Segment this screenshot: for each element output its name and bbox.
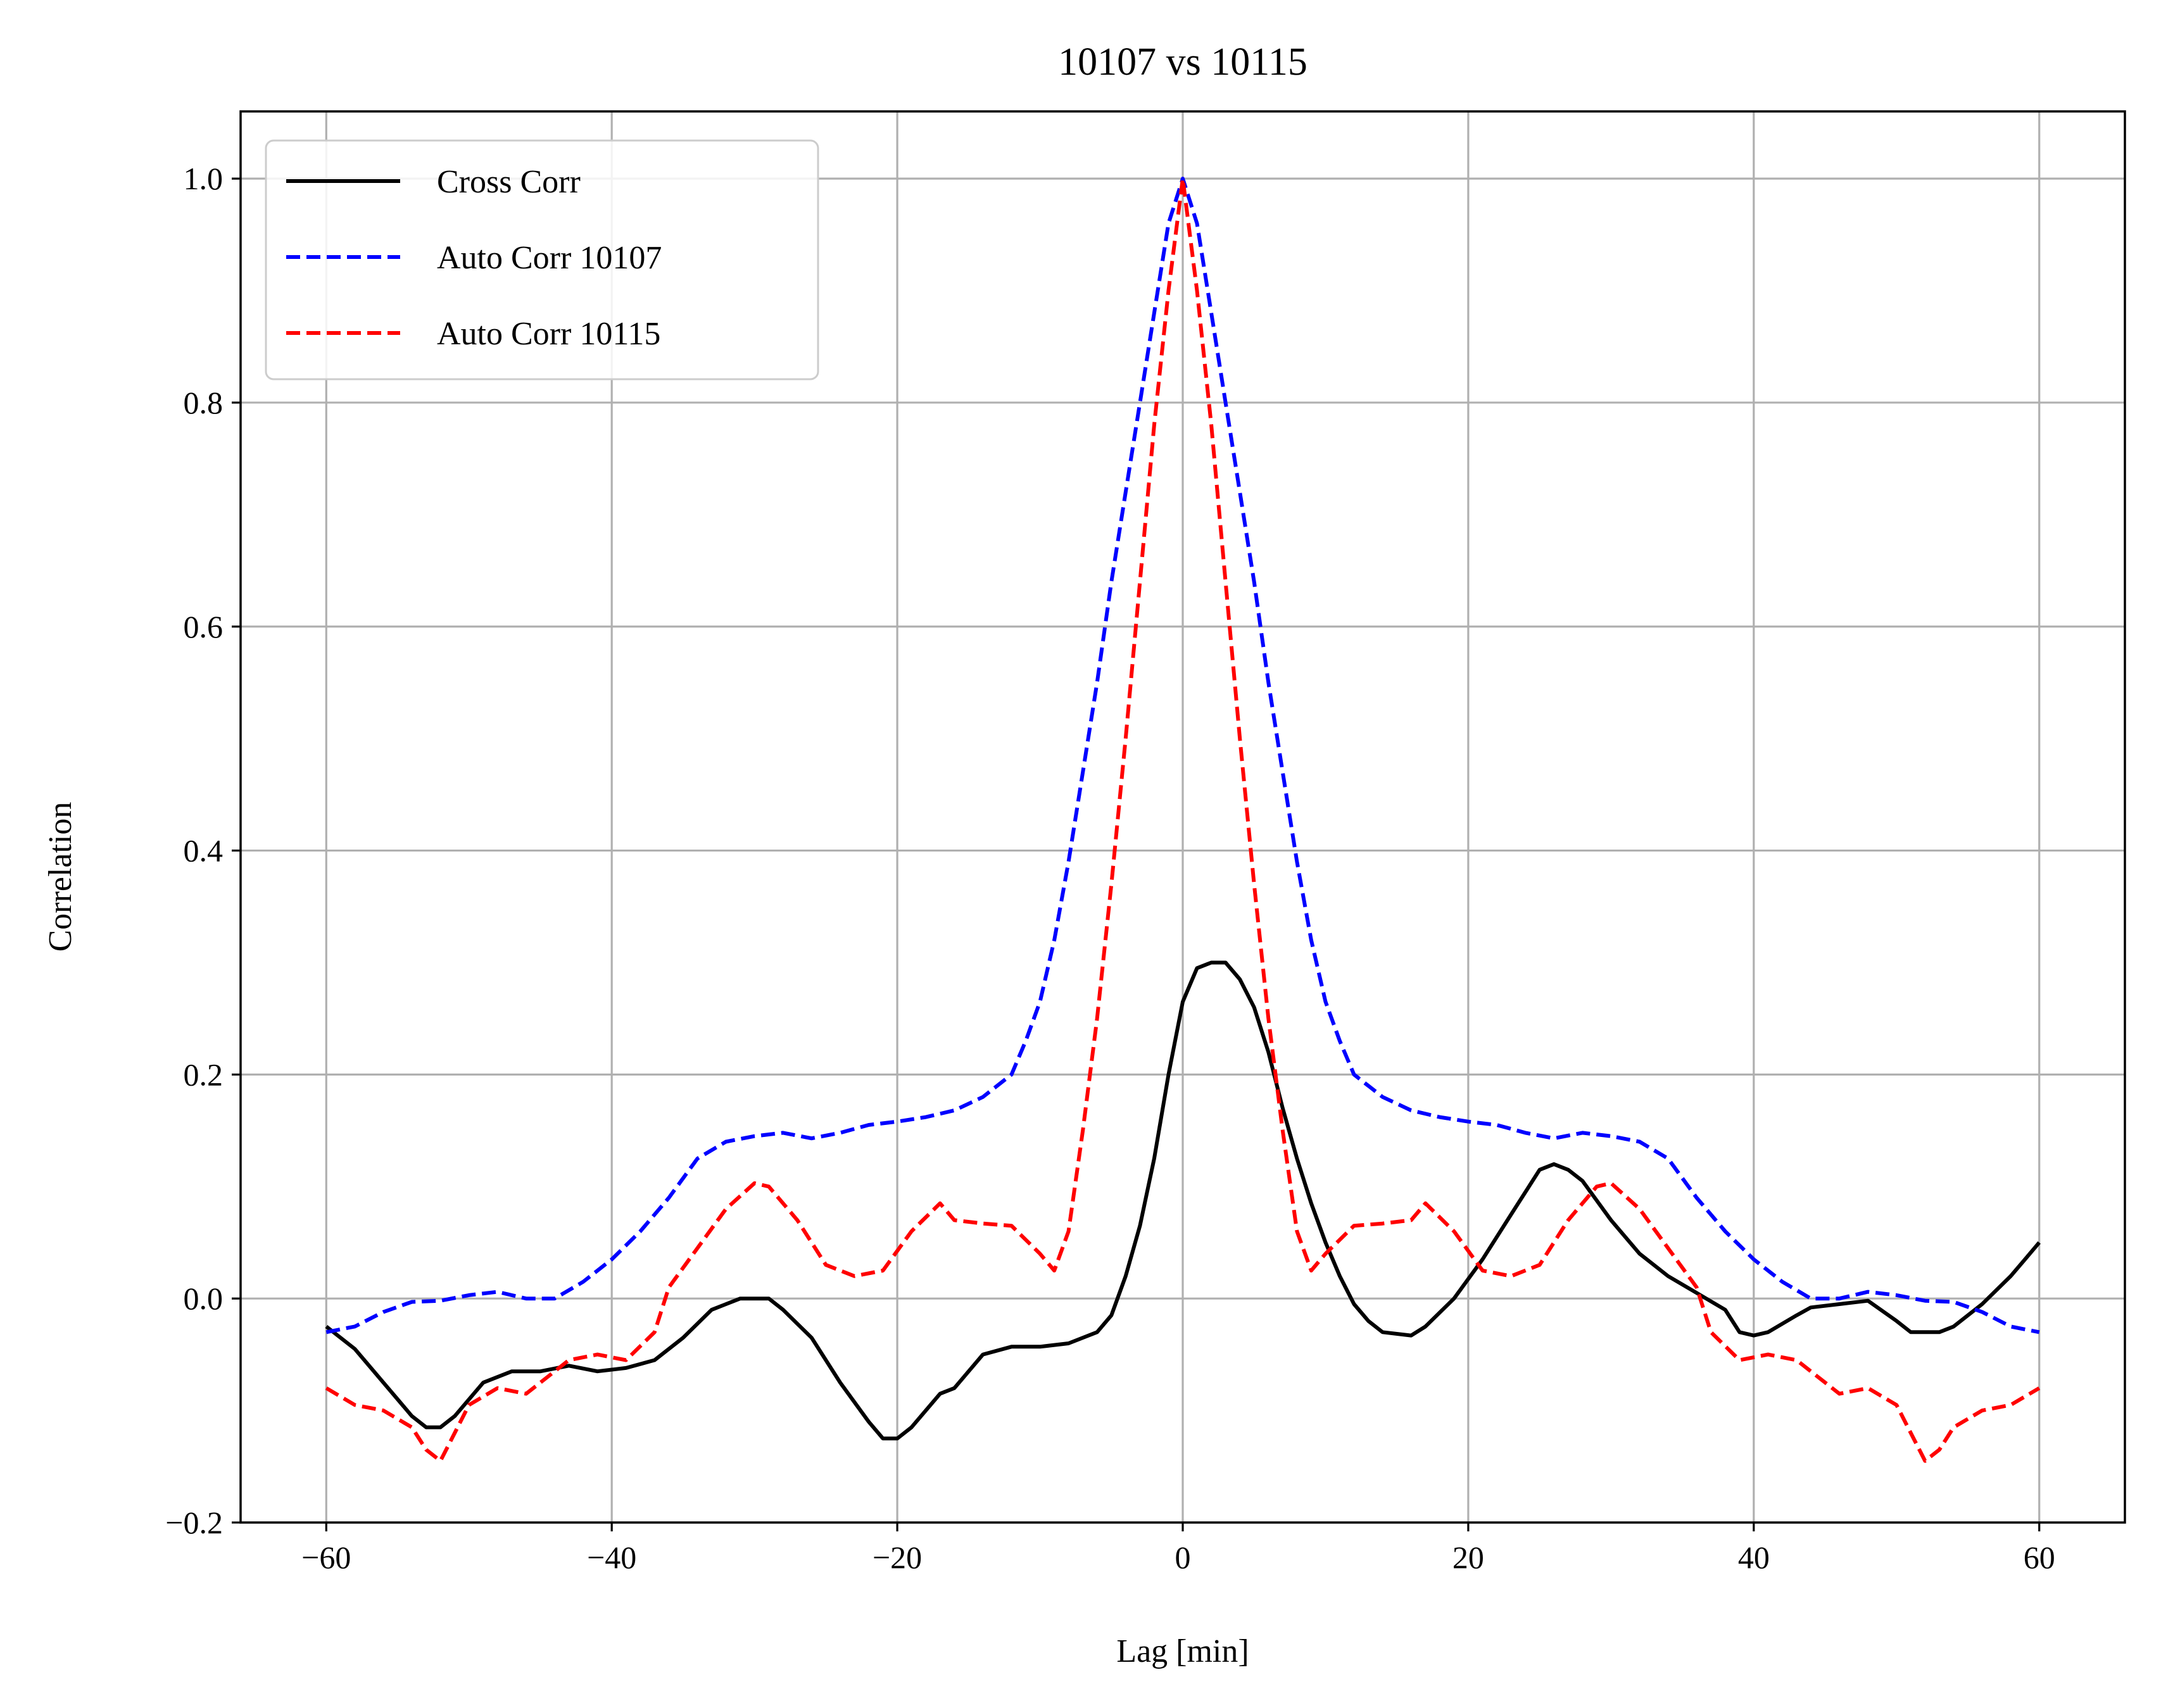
x-tick-label: 20: [1452, 1540, 1484, 1575]
series-line-auto-corr-10115: [325, 177, 2041, 1463]
legend-label-cross-corr: Cross Corr: [437, 164, 581, 200]
x-tick-label: −20: [873, 1540, 922, 1575]
y-tick-label: 0.0: [184, 1281, 224, 1316]
y-tick-label: 1.0: [184, 161, 224, 196]
x-tick-label: 40: [1738, 1540, 1770, 1575]
legend-label-auto-corr-10115: Auto Corr 10115: [437, 316, 660, 352]
x-axis-label: Lag [min]: [1116, 1633, 1249, 1669]
legend-label-auto-corr-10107: Auto Corr 10107: [437, 240, 662, 276]
series-line-cross-corr: [325, 960, 2041, 1441]
legend-box: [265, 139, 819, 380]
x-tick-label: −60: [301, 1540, 351, 1575]
series-layer: [325, 177, 2041, 1463]
x-tick-label: 0: [1175, 1540, 1191, 1575]
y-tick-label: −0.2: [165, 1505, 223, 1540]
legend: Cross Corr Auto Corr 10107 Auto Corr 101…: [265, 139, 819, 380]
ticks: −60 −40 −20 0 20 40 60 −0.2 0.0 0.2 0.4 0.6 0.8 1.0: [165, 161, 2055, 1575]
y-tick-label: 0.2: [184, 1057, 224, 1092]
y-tick-label: 0.6: [184, 609, 224, 644]
chart-title: 10107 vs 10115: [1058, 41, 1307, 84]
y-axis-label: Correlation: [42, 802, 79, 952]
x-tick-label: 60: [2024, 1540, 2055, 1575]
y-tick-label: 0.8: [184, 385, 224, 420]
y-tick-label: 0.4: [184, 833, 224, 869]
x-tick-label: −40: [587, 1540, 636, 1575]
series-line-auto-corr-10107: [325, 177, 2040, 1334]
